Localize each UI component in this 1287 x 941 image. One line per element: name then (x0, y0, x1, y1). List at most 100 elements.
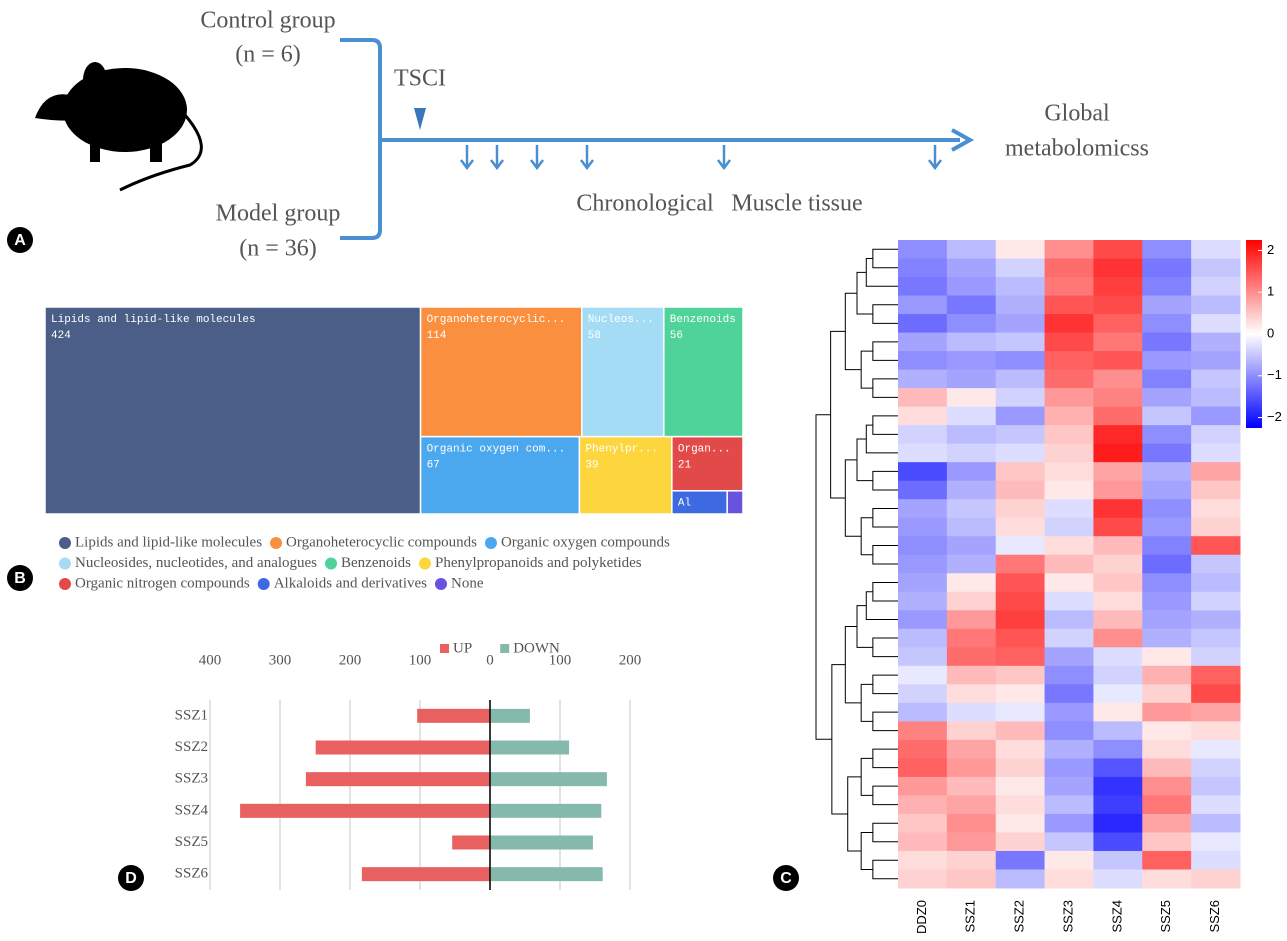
heatmap-cell (1191, 333, 1240, 352)
dendrogram-link (873, 860, 898, 879)
legend-label: DOWN (513, 640, 560, 656)
tile-label: Organoheterocyclic... (427, 314, 566, 326)
bar (490, 836, 593, 850)
treemap-tile (421, 307, 582, 437)
heatmap-cell (898, 555, 947, 574)
heatmap-cell (898, 388, 947, 407)
legend-label: Nucleosides, nucleotides, and analogues (75, 555, 317, 571)
heatmap-cell (996, 703, 1045, 722)
group-size: (n = 36) (239, 236, 317, 262)
heatmap-cell (1142, 425, 1191, 444)
heatmap-cell (947, 573, 996, 592)
heatmap-cell (1191, 518, 1240, 537)
heatmap-cell (898, 333, 947, 352)
heatmap-cell (1045, 869, 1094, 888)
tile-label: Lipids and lipid-like molecules (51, 314, 256, 326)
tile-label: Benzenoids (670, 314, 736, 326)
heatmap-cell (1191, 721, 1240, 740)
figure: Control group (n = 6) Model group (n = 3… (0, 0, 1287, 941)
heatmap-cell (947, 277, 996, 296)
heatmap-cell (996, 795, 1045, 814)
heatmap-cell (1045, 703, 1094, 722)
heatmap-cell (947, 666, 996, 685)
bar (490, 804, 601, 818)
heatmap-cell (996, 814, 1045, 833)
heatmap-cell (1093, 869, 1142, 888)
heatmap-cell (1045, 536, 1094, 555)
heatmap-cell (1142, 832, 1191, 851)
heatmap-cell (1093, 240, 1142, 259)
heatmap-cell (947, 721, 996, 740)
bar (240, 804, 490, 818)
heatmap-cell (1191, 536, 1240, 555)
heatmap-cell (996, 444, 1045, 463)
heatmap-cell (996, 536, 1045, 555)
dendrogram-link (873, 675, 898, 694)
legend-label: None (451, 575, 484, 591)
heatmap-cell (947, 795, 996, 814)
heatmap-cell (898, 666, 947, 685)
heatmap-cell (1142, 666, 1191, 685)
heatmap-cell (996, 684, 1045, 703)
heatmap-cell (947, 314, 996, 333)
legend-swatch (440, 644, 449, 653)
heatmap-cell (1045, 851, 1094, 870)
heatmap-cell (1093, 351, 1142, 370)
heatmap-cell (898, 499, 947, 518)
heatmap-cell (947, 740, 996, 759)
panel-label: D (125, 870, 137, 887)
heatmap-cell (898, 425, 947, 444)
heatmap-cell (1045, 610, 1094, 629)
tile-label: Al (678, 498, 691, 510)
heatmap-cell (947, 592, 996, 611)
heatmap-cell (1093, 666, 1142, 685)
legend-label: Lipids and lipid-like molecules (75, 534, 262, 550)
heatmap-cell (1191, 277, 1240, 296)
heatmap-cell (1142, 388, 1191, 407)
heatmap-cell (898, 592, 947, 611)
bar (306, 772, 490, 786)
legend-label: Organoheterocyclic compounds (286, 534, 477, 550)
heatmap-cell (1093, 777, 1142, 796)
heatmap-cell (1142, 259, 1191, 278)
heatmap-cell (947, 370, 996, 389)
sampling-label: Chronological (576, 191, 714, 217)
heatmap-cell (947, 259, 996, 278)
treemap-tile (664, 307, 743, 437)
dendrogram-link (831, 331, 846, 498)
heatmap-cell (996, 610, 1045, 629)
colorbar-tick-label: 0 (1267, 325, 1274, 340)
heatmap-cell (996, 647, 1045, 666)
heatmap-cell (947, 629, 996, 648)
heatmap-cell (1045, 259, 1094, 278)
heatmap-cell (1045, 795, 1094, 814)
heatmap-cell (1142, 851, 1191, 870)
heatmap-cell (1142, 240, 1191, 259)
legend-swatch (435, 578, 447, 590)
heatmap-cell (1191, 851, 1240, 870)
heatmap-cell (1191, 758, 1240, 777)
heatmap-cell (996, 259, 1045, 278)
heatmap-cell (1142, 740, 1191, 759)
heatmap-cell (996, 555, 1045, 574)
heatmap-cell (996, 851, 1045, 870)
heatmap-cell (1093, 425, 1142, 444)
heatmap-cell (996, 351, 1045, 370)
heatmap-cell (947, 462, 996, 481)
heatmap-cell (898, 869, 947, 888)
legend-label: Organic oxygen compounds (501, 534, 670, 550)
heatmap-cell (898, 647, 947, 666)
heatmap-cell (1191, 425, 1240, 444)
heatmap-cell (1045, 481, 1094, 500)
x-tick-label: 400 (199, 652, 222, 668)
heatmap-cell (996, 314, 1045, 333)
heatmap-cell (1191, 407, 1240, 426)
heatmap-cell (947, 518, 996, 537)
dendrogram-link (873, 379, 898, 398)
column-label: DDZ0 (914, 900, 929, 934)
sampling-arrows (461, 145, 941, 168)
heatmap-cell (1093, 277, 1142, 296)
heatmap-cell (1045, 296, 1094, 315)
heatmap-cell (996, 296, 1045, 315)
heatmap-cell (1142, 277, 1191, 296)
